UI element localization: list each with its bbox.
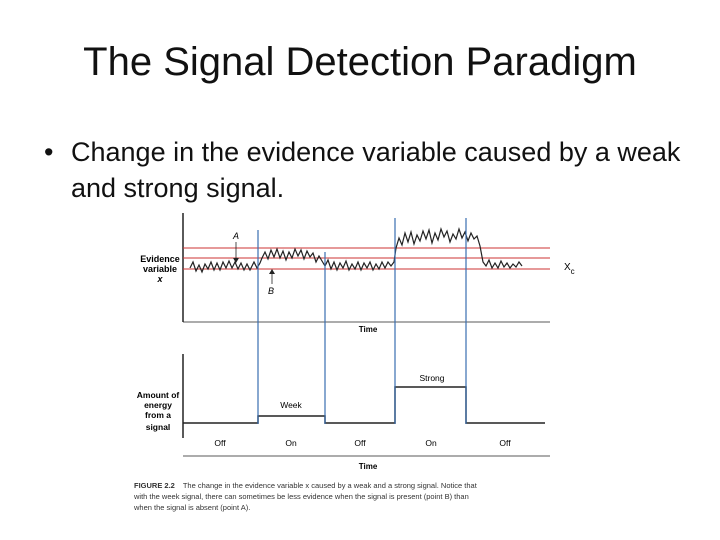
energy-trace [183,386,545,424]
segment-label-off-1: Off [214,438,226,448]
energy-y-label-line-2: energy [144,400,172,410]
energy-x-label: Time [359,462,378,471]
bullet-text: Change in the evidence variable caused b… [71,137,681,203]
point-b-label: B [268,286,274,296]
segment-labels: Off On Off On Off [214,438,511,448]
time-dividers [257,218,467,424]
evidence-panel: Evidence variable x Xc A B Time [140,213,575,334]
caption-line-2: with the week signal, there can sometime… [133,492,469,501]
segment-label-on-2: On [425,438,437,448]
segment-label-off-2: Off [354,438,366,448]
criterion-label: Xc [564,262,575,276]
strong-signal-label: Strong [419,373,444,383]
evidence-y-label-line-1: Evidence [140,254,180,264]
energy-y-label-line-3: from a [145,410,171,420]
criterion-label-subscript: c [571,267,575,276]
evidence-y-label: Evidence variable x [140,254,180,284]
caption-line-3: when the signal is absent (point A). [133,503,250,512]
point-a-marker: A [232,231,239,263]
energy-panel: Amount of energy from a signal Week Stro… [137,354,550,471]
segment-label-on-1: On [285,438,297,448]
criterion-label-x: X [564,262,571,273]
bullet-item: • Change in the evidence variable caused… [44,134,684,206]
energy-y-label: Amount of energy from a signal [137,390,180,432]
evidence-y-label-line-3: x [156,274,163,284]
point-a-arrowhead [233,258,239,263]
caption-figure-number: FIGURE 2.2 [134,481,175,490]
evidence-y-label-line-2: variable [143,264,177,274]
figure-caption: FIGURE 2.2 The change in the evidence var… [133,481,478,512]
weak-signal-label: Week [280,400,302,410]
point-b-arrowhead [269,269,275,274]
caption-line-1: FIGURE 2.2 The change in the evidence var… [134,481,478,490]
slide-title: The Signal Detection Paradigm [83,40,637,84]
point-b-marker: B [268,269,275,296]
energy-y-label-line-4: signal [146,422,171,432]
evidence-x-label: Time [359,325,378,334]
bullet-marker: • [44,137,54,167]
segment-label-off-3: Off [499,438,511,448]
caption-line-1-text: The change in the evidence variable x ca… [183,481,478,490]
energy-y-label-line-1: Amount of [137,390,180,400]
evidence-trace [189,227,523,274]
point-a-label: A [232,231,239,241]
